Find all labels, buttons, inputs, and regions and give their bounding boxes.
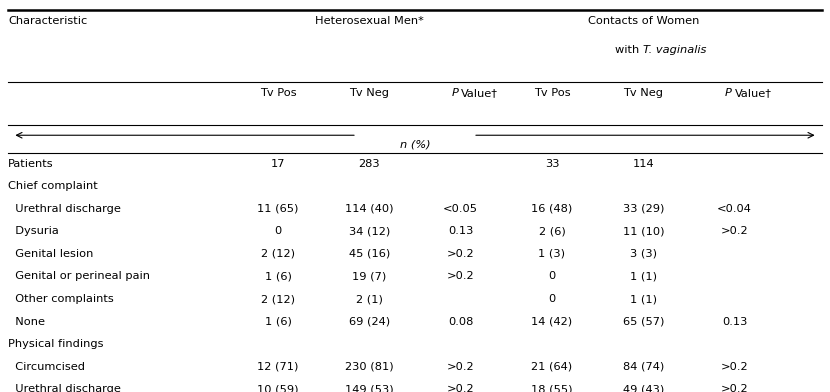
Text: 0: 0 xyxy=(549,272,555,281)
Text: 0: 0 xyxy=(275,227,281,236)
Text: Dysuria: Dysuria xyxy=(8,227,59,236)
Text: 21 (64): 21 (64) xyxy=(531,362,573,372)
Text: Chief complaint: Chief complaint xyxy=(8,181,98,191)
Text: >0.2: >0.2 xyxy=(447,362,475,372)
Text: 1 (6): 1 (6) xyxy=(265,317,291,327)
Text: Tv Pos: Tv Pos xyxy=(534,88,570,98)
Text: 2 (6): 2 (6) xyxy=(539,227,565,236)
Text: 17: 17 xyxy=(271,159,286,169)
Text: 33 (29): 33 (29) xyxy=(622,204,664,214)
Text: Tv Pos: Tv Pos xyxy=(260,88,296,98)
Text: Tv Neg: Tv Neg xyxy=(623,88,663,98)
Text: 1 (1): 1 (1) xyxy=(630,272,657,281)
Text: 114: 114 xyxy=(632,159,654,169)
Text: 65 (57): 65 (57) xyxy=(622,317,664,327)
Text: 18 (55): 18 (55) xyxy=(531,384,573,392)
Text: Value†: Value† xyxy=(461,88,498,98)
Text: T. vaginalis: T. vaginalis xyxy=(643,45,706,55)
Text: Circumcised: Circumcised xyxy=(8,362,85,372)
Text: 14 (42): 14 (42) xyxy=(531,317,573,327)
Text: 2 (1): 2 (1) xyxy=(356,294,383,304)
Text: P: P xyxy=(452,88,461,98)
Text: 33: 33 xyxy=(544,159,559,169)
Text: 49 (43): 49 (43) xyxy=(622,384,664,392)
Text: 0.08: 0.08 xyxy=(448,317,473,327)
Text: Heterosexual Men*: Heterosexual Men* xyxy=(315,16,424,26)
Text: 149 (53): 149 (53) xyxy=(345,384,393,392)
Text: 2 (12): 2 (12) xyxy=(261,294,295,304)
Text: Characteristic: Characteristic xyxy=(8,16,87,26)
Text: Physical findings: Physical findings xyxy=(8,339,104,349)
Text: Patients: Patients xyxy=(8,159,54,169)
Text: 10 (59): 10 (59) xyxy=(257,384,299,392)
Text: 34 (12): 34 (12) xyxy=(349,227,390,236)
Text: <0.04: <0.04 xyxy=(717,204,752,214)
Text: 283: 283 xyxy=(359,159,380,169)
Text: >0.2: >0.2 xyxy=(447,384,475,392)
Text: 230 (81): 230 (81) xyxy=(345,362,393,372)
Text: 12 (71): 12 (71) xyxy=(257,362,299,372)
Text: Other complaints: Other complaints xyxy=(8,294,114,304)
Text: 45 (16): 45 (16) xyxy=(349,249,390,259)
Text: Value†: Value† xyxy=(735,88,772,98)
Text: 0.13: 0.13 xyxy=(448,227,473,236)
Text: >0.2: >0.2 xyxy=(720,362,749,372)
Text: 0: 0 xyxy=(549,294,555,304)
Text: 0.13: 0.13 xyxy=(722,317,747,327)
Text: Genital lesion: Genital lesion xyxy=(8,249,94,259)
Text: 114 (40): 114 (40) xyxy=(345,204,393,214)
Text: with: with xyxy=(615,45,643,55)
Text: >0.2: >0.2 xyxy=(447,272,475,281)
Text: >0.2: >0.2 xyxy=(720,227,749,236)
Text: Urethral discharge: Urethral discharge xyxy=(8,204,121,214)
Text: 69 (24): 69 (24) xyxy=(349,317,390,327)
Text: <0.05: <0.05 xyxy=(443,204,478,214)
Text: 1 (3): 1 (3) xyxy=(539,249,565,259)
Text: Urethral discharge: Urethral discharge xyxy=(8,384,121,392)
Text: 11 (10): 11 (10) xyxy=(622,227,664,236)
Text: 1 (6): 1 (6) xyxy=(265,272,291,281)
Text: None: None xyxy=(8,317,46,327)
Text: 3 (3): 3 (3) xyxy=(630,249,657,259)
Text: P: P xyxy=(725,88,735,98)
Text: 16 (48): 16 (48) xyxy=(531,204,573,214)
Text: Contacts of Women: Contacts of Women xyxy=(588,16,699,26)
Text: 19 (7): 19 (7) xyxy=(352,272,387,281)
Text: 11 (65): 11 (65) xyxy=(257,204,299,214)
Text: Genital or perineal pain: Genital or perineal pain xyxy=(8,272,150,281)
Text: Tv Neg: Tv Neg xyxy=(349,88,389,98)
Text: >0.2: >0.2 xyxy=(720,384,749,392)
Text: 84 (74): 84 (74) xyxy=(622,362,664,372)
Text: n (%): n (%) xyxy=(400,140,430,150)
Text: 1 (1): 1 (1) xyxy=(630,294,657,304)
Text: >0.2: >0.2 xyxy=(447,249,475,259)
Text: 2 (12): 2 (12) xyxy=(261,249,295,259)
